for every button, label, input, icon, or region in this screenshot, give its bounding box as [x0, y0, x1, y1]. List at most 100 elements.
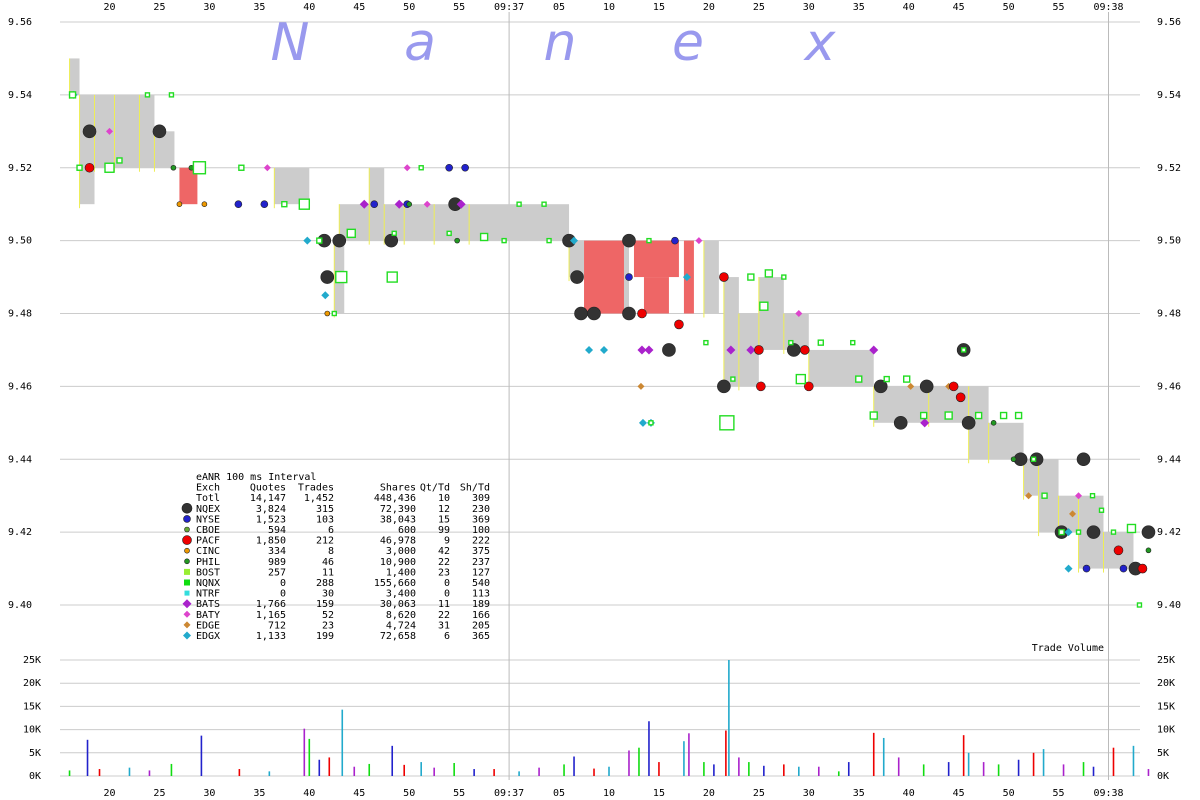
trade-marker — [238, 164, 245, 171]
quote-marker — [1145, 547, 1152, 554]
volume-bar — [86, 739, 89, 776]
quote-marker — [1137, 563, 1148, 574]
volume-bar — [538, 767, 540, 776]
stats-header-cell: Qt/Td — [420, 483, 450, 494]
y-tick-label-left: 9.54 — [8, 90, 32, 101]
volume-bar — [328, 757, 331, 776]
x-tick-label-top: 40 — [903, 2, 915, 13]
x-tick-label-bottom: 05 — [553, 788, 565, 799]
quote-marker — [106, 127, 113, 135]
volume-bar — [1147, 769, 1150, 776]
trade-marker — [855, 375, 863, 383]
quote-marker — [625, 273, 633, 281]
stats-cell-trades: 52 — [322, 610, 334, 621]
trade-marker — [1030, 456, 1037, 462]
volume-bar — [683, 741, 685, 776]
quote-marker — [803, 381, 814, 392]
stats-cell-trades: 11 — [322, 567, 334, 578]
trade-marker — [346, 228, 356, 239]
stats-header-cell: Quotes — [250, 483, 286, 494]
trade-marker — [1126, 523, 1137, 534]
stats-cell-trades: 6 — [328, 525, 334, 536]
volume-bar — [1132, 745, 1135, 776]
quote-marker — [406, 201, 413, 207]
volume-bar — [738, 757, 740, 776]
stats-cell-qt-td: 23 — [438, 567, 450, 578]
stats-cell-sh-td: 230 — [472, 504, 490, 515]
stats-cell-exch: NTRF — [196, 589, 220, 600]
volume-axis-label: Trade Volume — [1032, 643, 1104, 654]
x-tick-label-bottom: 55 — [1053, 788, 1065, 799]
quote-marker — [201, 201, 208, 207]
volume-bar — [1017, 759, 1020, 776]
trade-marker — [192, 161, 207, 175]
volume-bar — [518, 771, 520, 776]
x-tick-label-top: 55 — [453, 2, 465, 13]
stats-cell-exch: EDGX — [196, 631, 220, 642]
stats-cell-sh-td: 309 — [472, 493, 490, 504]
volume-bar — [648, 721, 650, 776]
watermark-letter: e — [672, 13, 704, 73]
stats-cell-quotes: 0 — [280, 578, 286, 589]
legend-marker — [182, 599, 192, 609]
quote-marker — [585, 345, 594, 354]
stats-cell-shares: 3,000 — [386, 546, 416, 557]
spread-band — [94, 94, 115, 168]
quote-marker — [1010, 456, 1017, 463]
quote-marker — [787, 343, 801, 357]
volume-bars — [68, 660, 1150, 776]
trade-marker — [391, 230, 397, 237]
trade-marker — [781, 274, 787, 280]
trade-marker — [903, 375, 911, 383]
volume-tick-label-right: 25K — [1157, 655, 1175, 666]
volume-bar — [783, 764, 785, 776]
stats-cell-trades: 30 — [322, 589, 334, 600]
quote-marker — [674, 319, 684, 330]
stats-cell-quotes: 257 — [268, 567, 286, 578]
volume-bar — [947, 762, 950, 776]
volume-bar — [493, 769, 495, 776]
stats-cell-quotes: 14,147 — [250, 493, 286, 504]
stats-cell-quotes: 1,165 — [256, 610, 286, 621]
stats-cell-trades: 159 — [316, 599, 334, 610]
locked-crossed-band — [643, 277, 669, 314]
stats-cell-quotes: 712 — [268, 620, 286, 631]
stats-cell-quotes: 594 — [268, 525, 286, 536]
trade-marker — [446, 230, 452, 237]
quote-marker — [746, 345, 756, 355]
locked-crossed-bands — [179, 167, 694, 314]
volume-bar — [967, 752, 970, 776]
legend-marker — [183, 515, 191, 523]
quote-marker — [662, 343, 676, 357]
quote-marker — [920, 418, 930, 428]
volume-bar — [748, 762, 750, 776]
trade-marker — [648, 420, 654, 426]
y-tick-label-right: 9.54 — [1157, 90, 1181, 101]
volume-bar — [882, 737, 885, 776]
quote-marker — [1076, 452, 1091, 467]
quote-marker — [961, 416, 976, 430]
quote-marker — [456, 199, 466, 209]
stats-cell-exch: PHIL — [196, 557, 220, 568]
volume-bar — [982, 762, 985, 776]
quote-marker — [574, 306, 588, 321]
x-tick-label-top: 45 — [353, 2, 365, 13]
watermark-letter: x — [803, 13, 837, 73]
trade-marker — [764, 269, 774, 278]
quote-marker — [384, 233, 399, 248]
y-tick-label-left: 9.56 — [8, 17, 32, 28]
volume-bar — [303, 728, 306, 776]
volume-bar — [688, 733, 690, 776]
volume-bar — [433, 767, 435, 776]
trade-marker — [1014, 411, 1023, 420]
quote-marker — [638, 418, 647, 427]
stats-cell-exch: EDGE — [196, 620, 220, 631]
stats-cell-sh-td: 237 — [472, 557, 490, 568]
trade-marker — [869, 411, 878, 420]
stats-cell-shares: 3,400 — [386, 589, 416, 600]
x-tick-label-top: 45 — [953, 2, 965, 13]
volume-bar — [368, 763, 371, 776]
volume-bar — [268, 771, 271, 776]
